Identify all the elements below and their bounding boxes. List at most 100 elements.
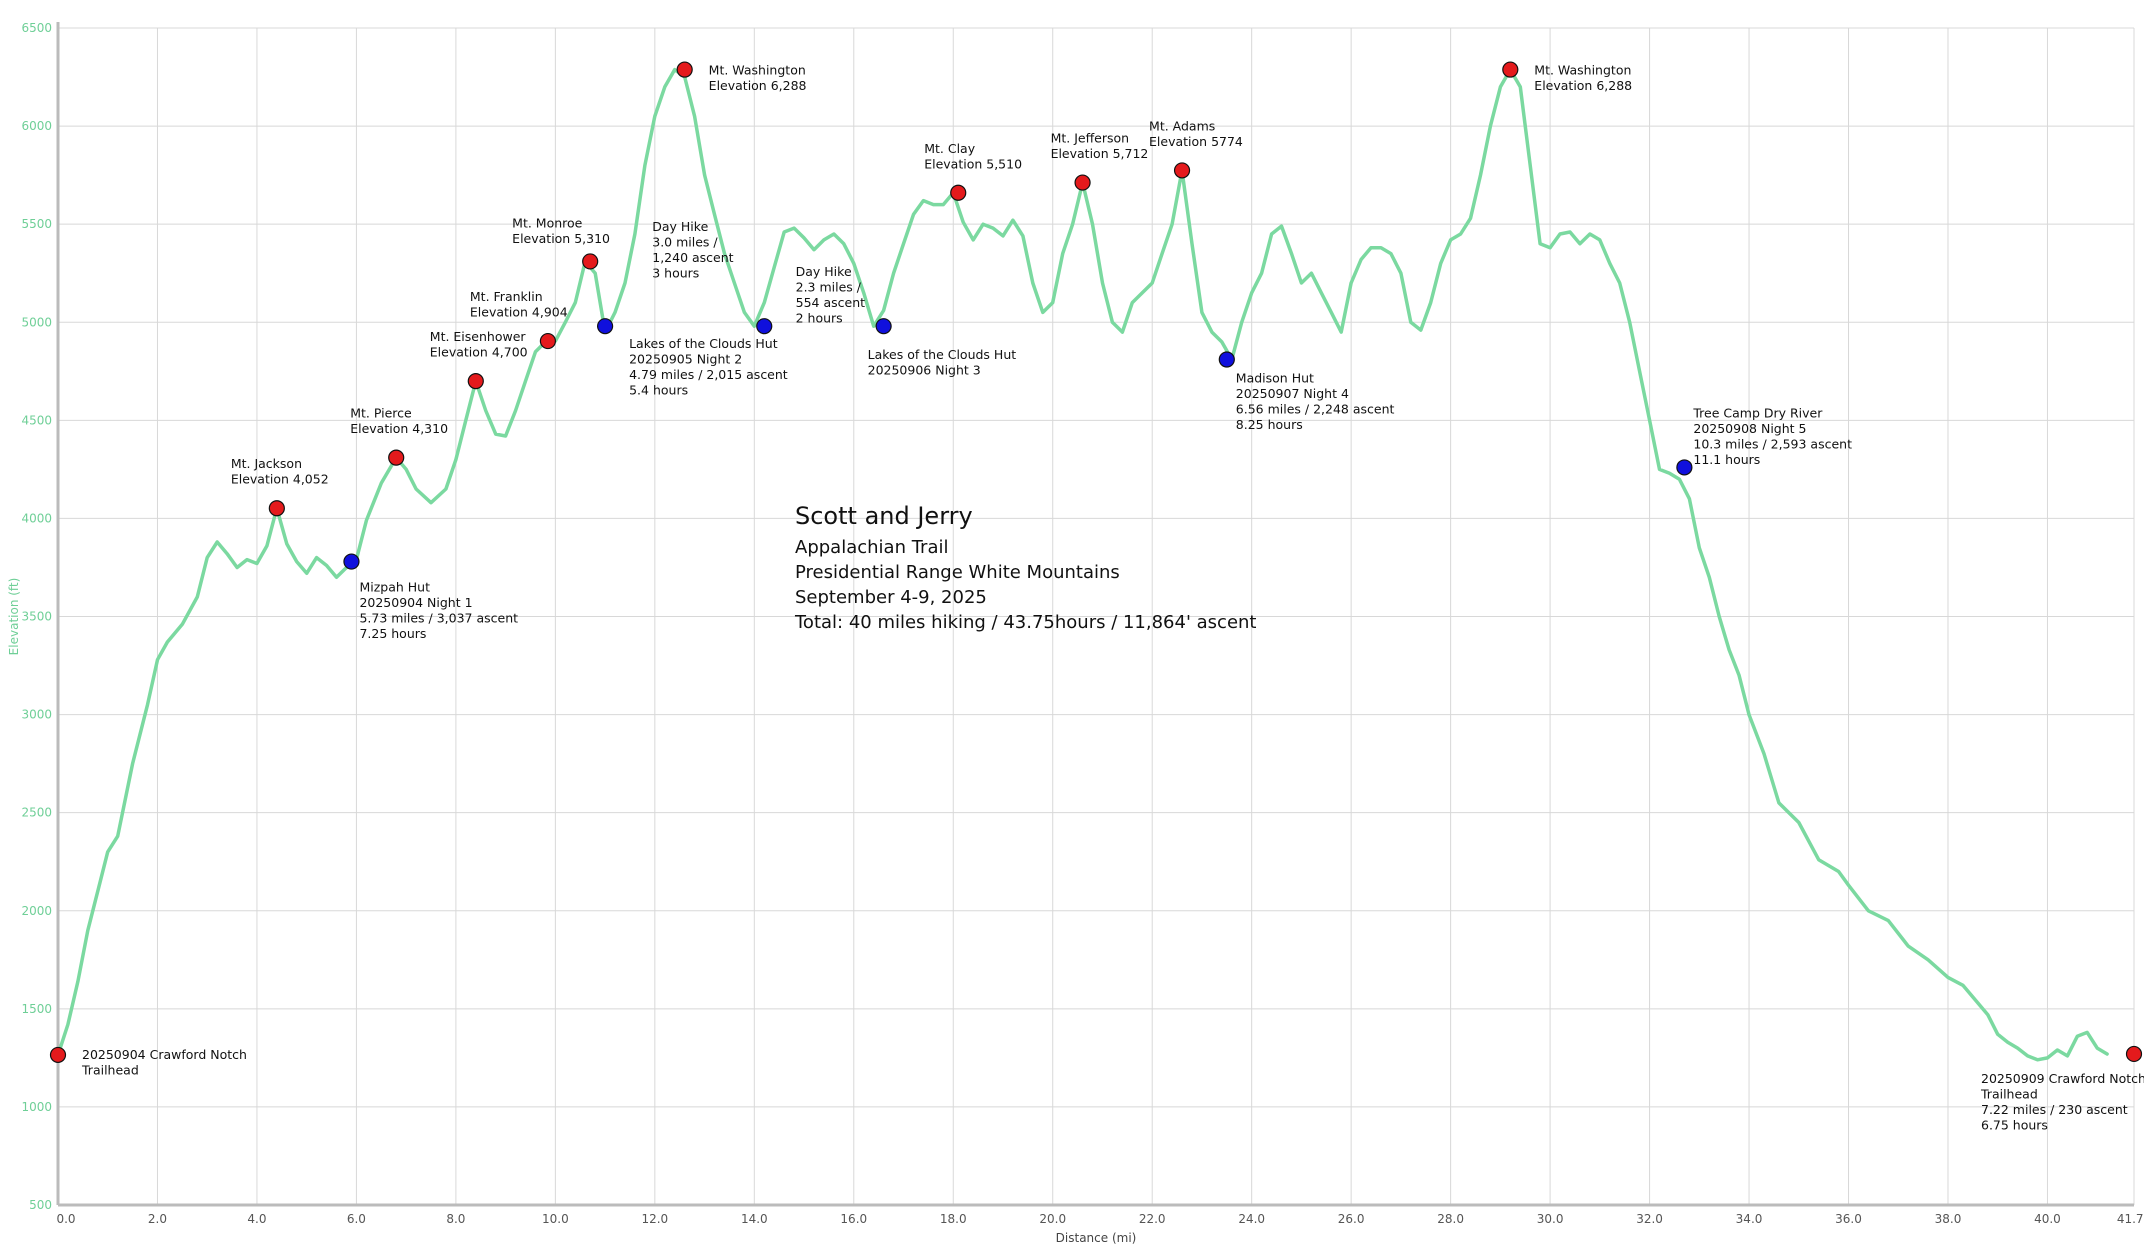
x-tick-label: 0.0 xyxy=(56,1212,75,1226)
x-tick-label: 8.0 xyxy=(446,1212,465,1226)
waypoint-label-line: 3 hours xyxy=(652,266,699,281)
waypoint-label-line: 8.25 hours xyxy=(1236,417,1303,432)
hut-marker xyxy=(343,553,360,570)
x-tick-label: 2.0 xyxy=(148,1212,167,1226)
elevation-line xyxy=(56,67,2109,1062)
y-tick-label: 3000 xyxy=(21,708,52,722)
summit-marker xyxy=(676,61,693,78)
waypoint-label-line: 5.73 miles / 3,037 ascent xyxy=(359,611,518,626)
x-tick-label: 12.0 xyxy=(641,1212,668,1226)
x-tick-label: 32.0 xyxy=(1636,1212,1663,1226)
waypoint-label-line: Mt. Monroe xyxy=(512,215,583,230)
summit-marker xyxy=(2125,1045,2143,1063)
waypoint-label-line: Lakes of the Clouds Hut xyxy=(868,347,1017,362)
waypoint-label-line: Elevation 4,700 xyxy=(430,345,528,360)
waypoint-label-line: Lakes of the Clouds Hut xyxy=(629,336,778,351)
waypoint-label-line: Elevation 5,712 xyxy=(1051,146,1149,161)
x-axis-label: Distance (mi) xyxy=(1056,1231,1137,1245)
waypoint-label-line: Elevation 6,288 xyxy=(1534,78,1632,93)
waypoint-label-line: Mizpah Hut xyxy=(359,580,430,595)
waypoint-label-line: Elevation 5,310 xyxy=(512,231,610,246)
waypoint-label-line: Mt. Adams xyxy=(1149,118,1215,133)
waypoint-label-line: 20250909 Crawford Notch xyxy=(1981,1071,2144,1086)
y-tick-label: 5500 xyxy=(21,217,52,231)
waypoint-label-line: Mt. Jackson xyxy=(231,456,302,471)
waypoint-label-line: 11.1 hours xyxy=(1693,452,1760,467)
chart-title-block: Scott and Jerry Appalachian Trail Presiden… xyxy=(794,502,1256,633)
waypoint-label-line: Trailhead xyxy=(81,1062,139,1077)
y-tick-label: 500 xyxy=(29,1198,52,1212)
summit-marker xyxy=(1074,174,1091,191)
hut-marker xyxy=(597,318,614,335)
y-tick-label: 3500 xyxy=(21,610,52,624)
axes xyxy=(56,22,2134,1207)
waypoint-label-line: Day Hike xyxy=(652,219,708,234)
summit-marker xyxy=(1502,61,1519,78)
waypoint-label-line: 6.56 miles / 2,248 ascent xyxy=(1236,402,1395,417)
chart-title: Scott and Jerry xyxy=(795,502,973,530)
x-tick-label: 30.0 xyxy=(1537,1212,1564,1226)
y-tick-label: 4500 xyxy=(21,413,52,427)
x-tick-label: 16.0 xyxy=(840,1212,867,1226)
x-tick-label: 36.0 xyxy=(1835,1212,1862,1226)
waypoint-label-line: Day Hike xyxy=(796,264,852,279)
x-tick-label: 24.0 xyxy=(1238,1212,1265,1226)
waypoint-label-line: Mt. Eisenhower xyxy=(430,329,527,344)
waypoint-label-line: 20250906 Night 3 xyxy=(868,363,981,378)
waypoint-label-line: Tree Camp Dry River xyxy=(1692,405,1823,420)
y-tick-label: 2500 xyxy=(21,806,52,820)
x-tick-label: 22.0 xyxy=(1139,1212,1166,1226)
waypoint-label-line: Elevation 4,904 xyxy=(470,305,568,320)
x-tick-label: 26.0 xyxy=(1338,1212,1365,1226)
hut-marker xyxy=(875,318,892,335)
summit-marker xyxy=(582,253,599,270)
y-tick-label: 6000 xyxy=(21,119,52,133)
waypoint-label-line: 3.0 miles / xyxy=(652,235,718,250)
hut-marker xyxy=(1218,351,1235,368)
waypoint-label-line: 2 hours xyxy=(796,311,843,326)
summit-marker xyxy=(1173,162,1191,179)
waypoint-label-line: Trailhead xyxy=(1980,1086,2038,1101)
y-tick-label: 1500 xyxy=(21,1002,52,1016)
waypoint-label-line: 6.75 hours xyxy=(1981,1117,2048,1132)
x-tick-label: 4.0 xyxy=(247,1212,266,1226)
summit-marker xyxy=(467,373,484,390)
y-tick-label: 2000 xyxy=(21,904,52,918)
x-tick-label: 38.0 xyxy=(1935,1212,1962,1226)
x-tick-label: 20.0 xyxy=(1039,1212,1066,1226)
tick-labels: 500 1000 1500 2000 2500 3000 3500 4000 4500 5000 5… xyxy=(21,21,2144,1226)
waypoint-markers xyxy=(49,61,2143,1064)
x-tick-label: 40.0 xyxy=(2034,1212,2061,1226)
x-tick-label: 18.0 xyxy=(940,1212,967,1226)
waypoint-label-line: 5.4 hours xyxy=(629,383,688,398)
waypoint-label-line: 10.3 miles / 2,593 ascent xyxy=(1693,436,1852,451)
waypoint-label-line: 20250905 Night 2 xyxy=(629,352,742,367)
waypoint-label-line: 4.79 miles / 2,015 ascent xyxy=(629,367,788,382)
waypoint-label-line: 1,240 ascent xyxy=(652,250,733,265)
waypoint-label-line: Madison Hut xyxy=(1236,371,1314,386)
hut-marker xyxy=(1676,459,1693,476)
chart-subtitle-line: September 4-9, 2025 xyxy=(795,587,987,608)
summit-marker xyxy=(950,184,967,201)
waypoint-label-line: Elevation 5,510 xyxy=(924,156,1022,171)
waypoint-label-line: 2.3 miles / xyxy=(796,280,862,295)
waypoint-label-line: 7.22 miles / 230 ascent xyxy=(1981,1102,2128,1117)
summit-marker xyxy=(388,449,405,466)
waypoint-label-line: Elevation 4,310 xyxy=(350,421,448,436)
chart-subtitle-line: Appalachian Trail xyxy=(795,537,948,558)
waypoint-label-line: 7.25 hours xyxy=(359,626,426,641)
waypoint-label-line: 20250907 Night 4 xyxy=(1236,386,1349,401)
y-tick-label: 5000 xyxy=(21,315,52,329)
waypoint-label-line: 20250904 Crawford Notch xyxy=(82,1047,247,1062)
waypoint-label-line: Elevation 4,052 xyxy=(231,472,329,487)
waypoint-label-line: Mt. Franklin xyxy=(470,289,543,304)
summit-marker xyxy=(539,332,557,350)
waypoint-label-line: 20250908 Night 5 xyxy=(1693,421,1806,436)
grid-lines xyxy=(57,27,2135,1206)
y-tick-label: 1000 xyxy=(21,1100,52,1114)
x-tick-label: 14.0 xyxy=(741,1212,768,1226)
waypoint-label-line: 20250904 Night 1 xyxy=(359,595,472,610)
waypoint-label-line: 554 ascent xyxy=(796,295,865,310)
